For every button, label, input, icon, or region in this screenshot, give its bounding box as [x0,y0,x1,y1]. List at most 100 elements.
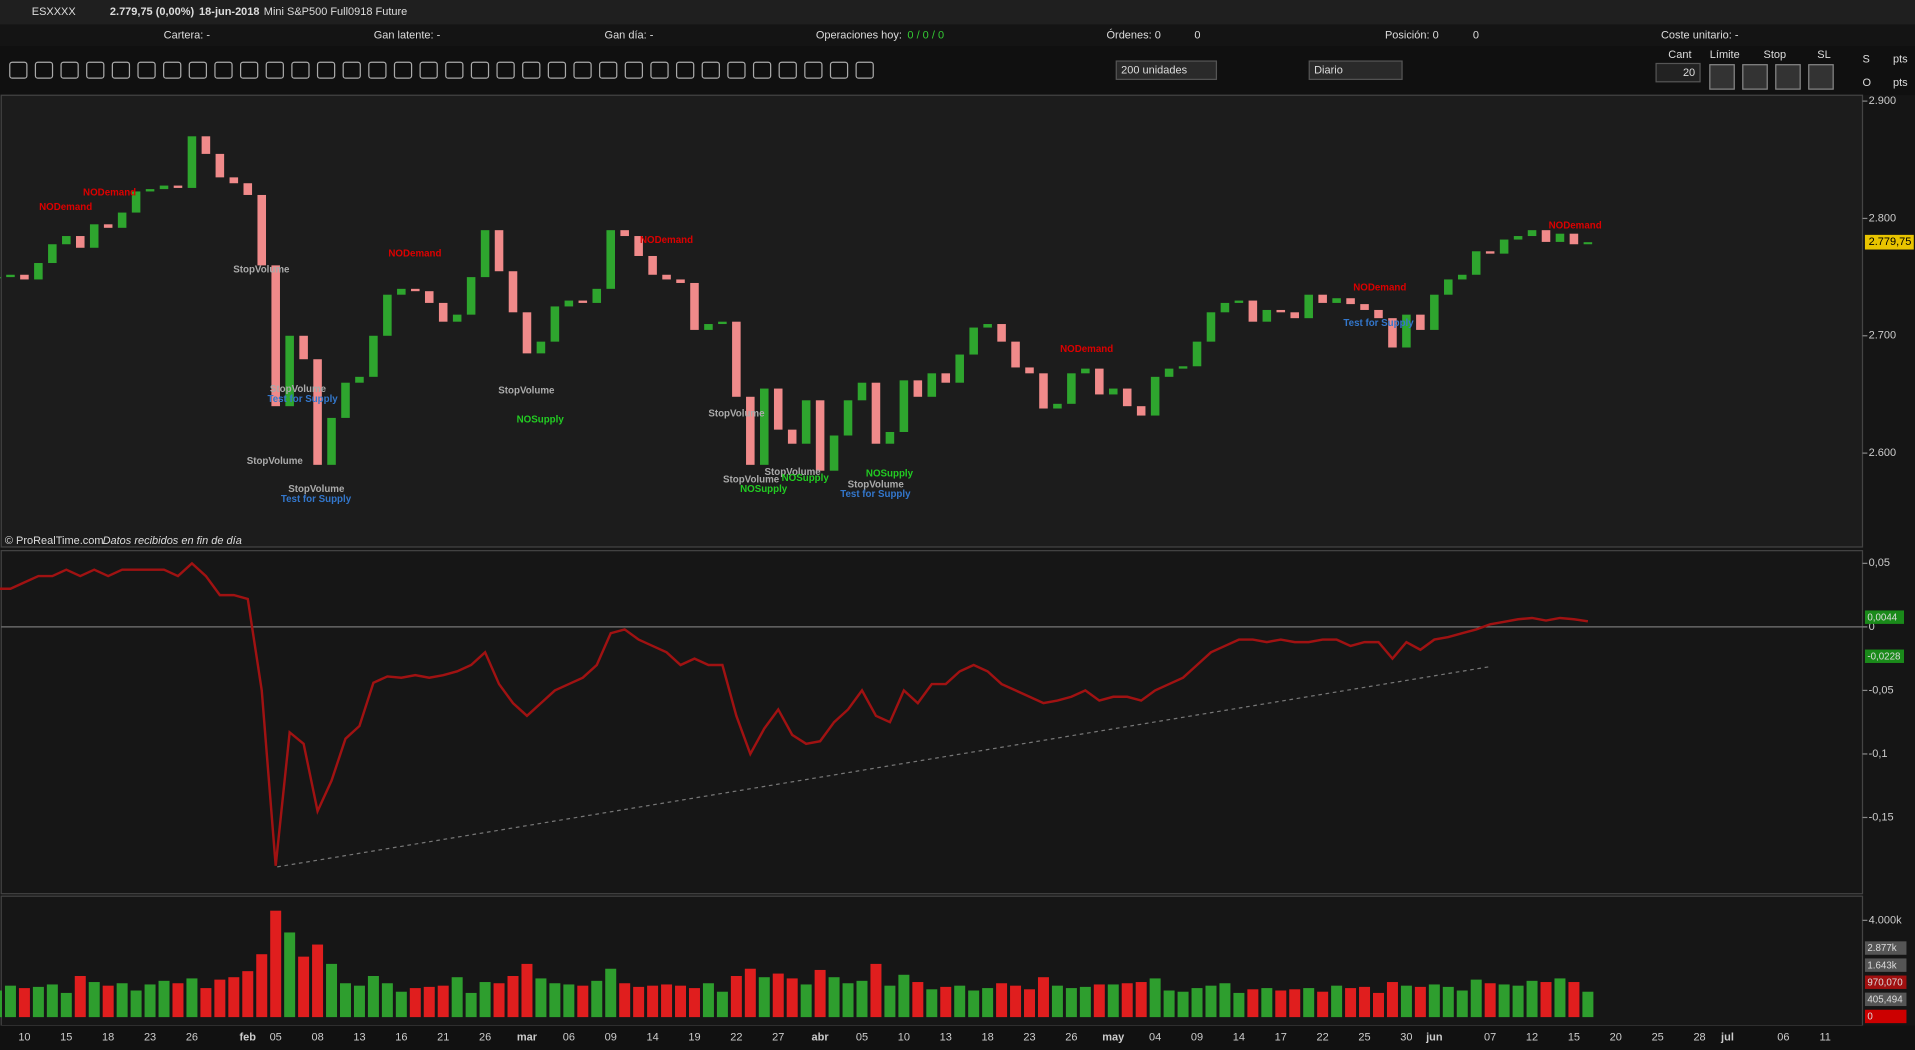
tool-icon[interactable] [9,61,28,79]
signal-label: NODemand [388,249,441,260]
tool-icon[interactable] [393,61,413,79]
period-select[interactable] [1308,60,1403,80]
volume-bar [200,988,212,1018]
volume-bar [1107,984,1119,1018]
volume-bar [18,988,30,1018]
s-option: S [1862,54,1869,66]
limite: Límite [1710,49,1740,61]
tool-icon[interactable] [34,61,54,79]
volume-bar [1219,983,1231,1018]
candle [1304,294,1313,319]
tool-icon[interactable] [188,61,208,79]
tool-icon[interactable] [368,61,387,79]
tool-icon[interactable] [650,61,669,79]
tool-icon[interactable] [111,61,131,79]
gan-latente: Gan latente: - [374,29,441,41]
x-tick-label: 16 [395,1032,407,1044]
tool-icon[interactable] [522,61,541,79]
value-tag-label: 2.877k [1867,943,1896,954]
tool-icon[interactable] [470,61,490,79]
tool-icon[interactable] [419,61,438,79]
x-tick-label: 18 [102,1032,114,1044]
x-tick-label: 25 [1652,1032,1664,1044]
tool-icon[interactable] [137,61,156,79]
sl: SL [1817,49,1830,61]
stop: Stop [1764,49,1787,61]
tool-icon[interactable] [547,61,567,79]
units-select[interactable] [1115,60,1218,80]
volume-bar [591,980,603,1018]
tool-icon[interactable] [804,61,823,79]
volume-bar [926,989,938,1018]
tool-icon[interactable] [60,61,79,79]
signal-label: NOSupply [517,415,565,426]
candle [815,400,825,471]
tool-icon[interactable] [829,61,849,79]
volume-bar [828,977,840,1018]
tool-icon[interactable] [778,61,797,79]
candle [955,354,964,383]
volume-bar [772,973,784,1018]
tool-icon[interactable] [291,61,310,79]
tool-icon[interactable] [573,61,592,79]
tool-icon[interactable] [855,61,874,79]
volume-bar [521,963,533,1018]
ordenes: Órdenes: 0 [1106,28,1160,41]
volume-bar [1121,983,1133,1018]
candle [592,288,602,303]
tool-icon[interactable] [239,61,259,79]
tool-icon[interactable] [265,61,284,79]
tool-icon[interactable] [752,61,772,79]
posicion-value: 0 [1473,29,1479,41]
candle [690,282,699,330]
tool-icon[interactable] [163,61,182,79]
tool-icon[interactable] [86,61,105,79]
order-button[interactable] [1808,64,1834,90]
y-tick-label: 0 [1869,621,1875,633]
gan-dia: Gan día: - [605,29,654,41]
order-button[interactable] [1742,64,1768,90]
x-tick-label: 11 [1819,1032,1830,1044]
cant-input[interactable] [1655,62,1701,83]
candle [1346,298,1355,305]
tool-icon[interactable] [727,61,746,79]
candle [1485,251,1495,254]
volume-bar [1540,982,1552,1018]
candle [494,230,504,272]
tool-icon[interactable] [316,61,336,79]
tool-icon[interactable] [701,61,720,79]
volume-bar [1359,986,1371,1018]
tool-icon[interactable] [214,61,233,79]
x-tick-label: 27 [772,1032,784,1044]
value-tag-label: 970,070 [1867,977,1903,988]
tool-icon[interactable] [624,61,644,79]
o-option: O [1862,77,1871,89]
candle [299,335,308,360]
signal-label: NOSupply [740,484,788,495]
candle [438,302,448,322]
tool-icon[interactable] [342,61,361,79]
volume-bar [1010,985,1022,1018]
volume-bar [493,983,505,1018]
x-tick-label: 12 [1526,1032,1538,1044]
x-tick-label: 09 [605,1032,617,1044]
tool-icon[interactable] [599,61,618,79]
candle [1248,300,1258,322]
candle [787,429,797,444]
volume-bar [1079,986,1091,1018]
candle [1039,373,1048,409]
order-button[interactable] [1775,64,1801,90]
volume-bar [32,986,44,1018]
tool-icon[interactable] [496,61,515,79]
volume-bar [0,990,3,1018]
volume-bar [1191,988,1203,1018]
signal-label: StopVolume [247,456,304,467]
value-tag-label: -0,0228 [1867,651,1900,662]
order-button[interactable] [1709,64,1735,90]
candle [75,236,85,248]
tool-icon[interactable] [445,61,464,79]
operaciones: Operaciones hoy: [816,29,902,41]
volume-bar [437,985,449,1018]
x-tick-label: 21 [437,1032,449,1044]
tool-icon[interactable] [675,61,695,79]
